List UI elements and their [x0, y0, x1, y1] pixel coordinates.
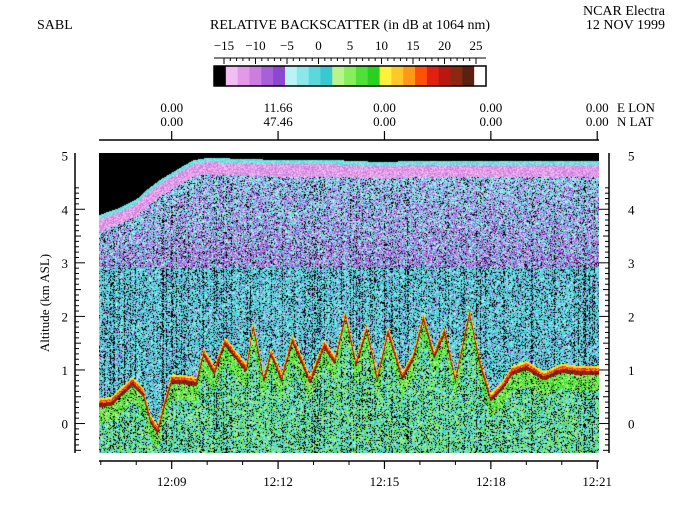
lat-value: 47.46	[263, 114, 293, 129]
y-tick-label-right: 2	[628, 309, 635, 324]
x-tick-label: 12:12	[263, 474, 293, 489]
colorbar-swatch	[261, 66, 274, 86]
y-tick-label-right: 1	[628, 363, 635, 378]
y-tick-label-right: 0	[628, 417, 635, 432]
colorbar-swatch	[367, 66, 381, 86]
axis-ticks: 12:09 12:12 12:15 12:18 12:21 0 0 1 1 2 2 3 3 4 4 5 5	[62, 131, 635, 489]
colorbar-swatch	[320, 66, 333, 86]
colorbar-tick-label: 20	[438, 38, 451, 53]
y-axis-title: Altitude (km ASL)	[37, 254, 52, 352]
colorbar-swatch	[225, 66, 239, 86]
geo-coordinates: 0.000.0011.6647.460.000.000.000.000.000.…	[160, 100, 608, 129]
lon-value: 0.00	[586, 100, 609, 115]
colorbar-swatch	[415, 66, 428, 86]
y-tick-label-left: 4	[62, 202, 69, 217]
colorbar-tick-label: 0	[315, 38, 322, 53]
y-tick-label-left: 0	[62, 417, 69, 432]
colorbar-swatch	[308, 66, 322, 86]
colorbar-frame	[213, 65, 487, 87]
x-tick-label: 12:09	[157, 474, 187, 489]
colorbar-swatch	[355, 66, 369, 86]
colorbar-swatch	[403, 66, 416, 86]
lat-value: 0.00	[160, 114, 183, 129]
lon-value: 11.66	[264, 100, 293, 115]
instrument-label: SABL	[37, 18, 73, 33]
colorbar-tick-label: −5	[280, 38, 294, 53]
colorbar-swatch	[273, 66, 286, 86]
backscatter-image	[99, 153, 599, 453]
colorbar-swatch	[438, 66, 452, 86]
colorbar-swatch	[284, 66, 298, 86]
lat-value: 0.00	[586, 114, 609, 129]
y-tick-label-left: 1	[62, 363, 69, 378]
colorbar-swatch	[391, 66, 404, 86]
colorbar-tick-label: 15	[407, 38, 420, 53]
y-tick-label-left: 2	[62, 309, 69, 324]
lat-value: 0.00	[479, 114, 502, 129]
aircraft-label: NCAR Electra	[583, 4, 666, 19]
x-tick-label: 12:18	[476, 474, 506, 489]
colorbar-swatch	[426, 66, 440, 86]
colorbar-swatch	[249, 66, 262, 86]
colorbar-swatch	[332, 66, 345, 86]
colorbar-tick-label: 5	[347, 38, 354, 53]
lat-label: N LAT	[617, 114, 654, 129]
y-tick-label-right: 5	[628, 149, 635, 164]
lon-label: E LON	[617, 100, 656, 115]
colorbar-swatch	[214, 66, 227, 86]
lon-value: 0.00	[479, 100, 502, 115]
y-tick-label-right: 4	[628, 202, 635, 217]
colorbar-swatch	[462, 66, 475, 86]
lat-value: 0.00	[373, 114, 396, 129]
colorbar: −15 −10 −5 0 5 10 15 20 25	[213, 38, 487, 87]
colorbar-swatch	[474, 66, 487, 86]
colorbar-swatch	[344, 66, 357, 86]
y-tick-label-right: 3	[628, 256, 635, 271]
colorbar-swatch	[296, 66, 310, 86]
colorbar-swatch	[379, 66, 392, 86]
y-tick-label-left: 3	[62, 256, 69, 271]
colorbar-swatch	[237, 66, 251, 86]
colorbar-tick-label: −10	[245, 38, 265, 53]
x-tick-label: 12:15	[370, 474, 400, 489]
x-tick-label: 12:21	[582, 474, 612, 489]
lon-value: 0.00	[373, 100, 396, 115]
chart-title: RELATIVE BACKSCATTER (in dB at 1064 nm)	[210, 18, 490, 33]
colorbar-swatch	[450, 66, 463, 86]
colorbar-tick-label: 10	[375, 38, 388, 53]
y-tick-label-left: 5	[62, 149, 69, 164]
colorbar-tick-label: −15	[214, 38, 234, 53]
lon-value: 0.00	[160, 100, 183, 115]
flight-date: 12 NOV 1999	[586, 18, 665, 33]
plot-area	[99, 153, 599, 453]
colorbar-tick-label: 25	[470, 38, 483, 53]
